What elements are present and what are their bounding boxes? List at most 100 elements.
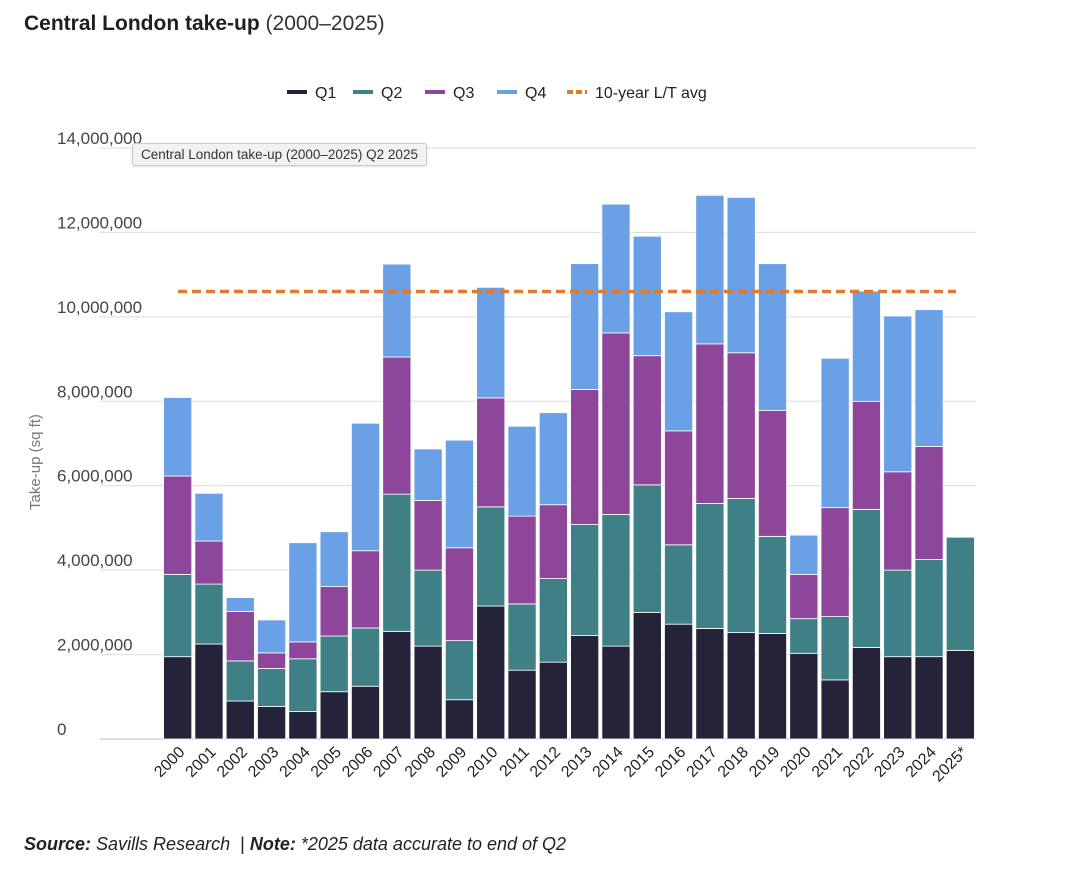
x-tick-label: 2005 bbox=[308, 744, 345, 781]
bar-segment-q1-2005 bbox=[319, 691, 349, 740]
y-tick-label: 6,000,000 bbox=[57, 467, 133, 486]
bar-segment-q4-2007 bbox=[382, 263, 412, 358]
bar-segment-q2-2017 bbox=[695, 503, 725, 629]
bar-segment-q1-2008 bbox=[413, 645, 443, 740]
note-text: *2025 data accurate to end of Q2 bbox=[300, 834, 567, 854]
bar-segment-q1-2007 bbox=[382, 630, 412, 740]
bar-segment-q4-2003 bbox=[257, 619, 287, 654]
note-label: Note: bbox=[249, 834, 296, 854]
bar-segment-q4-2024 bbox=[914, 309, 944, 447]
bar-segment-q4-2009 bbox=[444, 439, 474, 549]
bar-segment-q2-2007 bbox=[382, 493, 412, 632]
bar-segment-q1-2022 bbox=[851, 646, 881, 740]
bar-segment-q4-2015 bbox=[632, 235, 662, 357]
bar-segment-q1-2019 bbox=[758, 633, 787, 740]
bar-segment-q3-2007 bbox=[382, 356, 412, 495]
bar-segment-q1-2001 bbox=[194, 643, 224, 740]
bar-segment-q2-2018 bbox=[726, 497, 756, 634]
source-text: Savills Research bbox=[96, 834, 231, 854]
bar-segment-q2-2015 bbox=[632, 484, 662, 613]
bar-segment-q3-2023 bbox=[883, 471, 913, 571]
x-tick-label: 2006 bbox=[339, 744, 376, 781]
y-tick-label: 10,000,000 bbox=[57, 298, 142, 317]
bar-segment-q1-2000 bbox=[163, 656, 193, 740]
x-tick-label: 2000 bbox=[151, 744, 188, 781]
bar-segment-q2-2013 bbox=[570, 524, 600, 636]
bar-segment-q4-2016 bbox=[664, 311, 694, 432]
bar-segment-q4-2011 bbox=[507, 425, 537, 517]
y-tick-label: 14,000,000 bbox=[57, 129, 142, 148]
bar-segment-q3-2020 bbox=[789, 573, 819, 620]
bar-segment-q2-2010 bbox=[476, 506, 506, 607]
footer-separator: | bbox=[240, 834, 245, 854]
y-tick-label: 2,000,000 bbox=[57, 636, 133, 655]
bar-segment-q2-2021 bbox=[820, 616, 850, 681]
bar-segment-q2-2023 bbox=[883, 569, 913, 658]
legend-label: Q3 bbox=[453, 85, 474, 102]
bar-segment-q3-2011 bbox=[507, 515, 537, 605]
bar-segment-q3-2010 bbox=[476, 397, 506, 508]
bar-segment-q3-2021 bbox=[820, 507, 850, 617]
bar-segment-q1-2002 bbox=[225, 700, 255, 740]
x-tick-label: 2001 bbox=[183, 744, 220, 781]
bar-segment-q1-2016 bbox=[664, 623, 694, 740]
x-tick-label: 2021 bbox=[809, 744, 846, 781]
chart-title: Central London take-up (2000–2025) bbox=[24, 12, 385, 36]
x-tick-label: 2014 bbox=[590, 744, 627, 781]
x-tick-label: 2013 bbox=[558, 744, 595, 781]
bar-segment-q1-2015 bbox=[632, 611, 662, 740]
x-tick-label: 2016 bbox=[652, 744, 689, 781]
bar-segment-q4-2005 bbox=[319, 531, 349, 588]
bar-segment-q4-2002 bbox=[225, 597, 255, 612]
bar-segment-q3-2017 bbox=[695, 343, 725, 504]
bar-segment-q3-2000 bbox=[163, 475, 193, 575]
y-tick-label: 8,000,000 bbox=[57, 382, 133, 401]
x-tick-label: 2002 bbox=[214, 744, 251, 781]
legend-label: 10-year L/T avg bbox=[595, 85, 707, 102]
bar-segment-q3-2008 bbox=[413, 500, 443, 571]
x-tick-label: 2003 bbox=[245, 744, 282, 781]
bar-segment-q2-2012 bbox=[538, 578, 568, 663]
x-tick-label: 2010 bbox=[464, 744, 501, 781]
x-tick-label: 2007 bbox=[370, 744, 407, 781]
bar-segment-q2-2003 bbox=[257, 668, 287, 707]
bar-segment-q2-2019 bbox=[758, 535, 787, 634]
y-tick-label: 12,000,000 bbox=[57, 213, 142, 232]
y-axis-title: Take-up (sq ft) bbox=[27, 414, 44, 510]
chart-tooltip: Central London take-up (2000–2025) Q2 20… bbox=[132, 143, 427, 166]
bar-segment-q3-2009 bbox=[444, 547, 474, 642]
bar-segment-q3-2013 bbox=[570, 389, 600, 525]
x-tick-label: 2017 bbox=[684, 744, 721, 781]
bar-segment-q4-2023 bbox=[883, 315, 913, 473]
bar-segment-q1-2012 bbox=[538, 661, 568, 740]
bar-segment-q4-2006 bbox=[351, 422, 380, 552]
bar-segment-q2-2020 bbox=[789, 618, 819, 654]
bar-segment-q3-2001 bbox=[194, 540, 224, 585]
bar-segment-q2-2006 bbox=[351, 627, 380, 687]
bar-segment-q4-2001 bbox=[194, 492, 224, 542]
bar-segment-q1-2018 bbox=[726, 632, 756, 740]
bar-segment-q4-2000 bbox=[163, 397, 193, 477]
y-tick-label: 0 bbox=[57, 720, 66, 739]
bar-segment-q2-2004 bbox=[288, 658, 318, 712]
bar-segment-q2-2011 bbox=[507, 603, 537, 671]
bar-segment-q4-2004 bbox=[288, 542, 318, 643]
bar-segment-q3-2005 bbox=[319, 586, 349, 637]
bar-segment-q2-2000 bbox=[163, 573, 193, 658]
bar-segment-q4-2012 bbox=[538, 412, 568, 506]
bar-segment-q4-2018 bbox=[726, 196, 756, 354]
x-tick-label: 2022 bbox=[840, 744, 877, 781]
chart-title-years: (2000–2025) bbox=[265, 12, 385, 35]
bar-segment-q1-2014 bbox=[601, 645, 631, 740]
x-tick-label: 2012 bbox=[527, 744, 564, 781]
x-tick-label: 2019 bbox=[746, 744, 783, 781]
bar-segment-q4-2008 bbox=[413, 448, 443, 501]
bar-segment-q2-2022 bbox=[851, 508, 881, 648]
bar-segment-q3-2003 bbox=[257, 652, 287, 669]
bar-segment-q3-2012 bbox=[538, 504, 568, 579]
bar-segment-q4-2017 bbox=[695, 194, 725, 345]
bar-segment-q4-2021 bbox=[820, 357, 850, 509]
x-tick-label: 2020 bbox=[777, 744, 814, 781]
bar-segment-q1-2023 bbox=[883, 656, 913, 740]
